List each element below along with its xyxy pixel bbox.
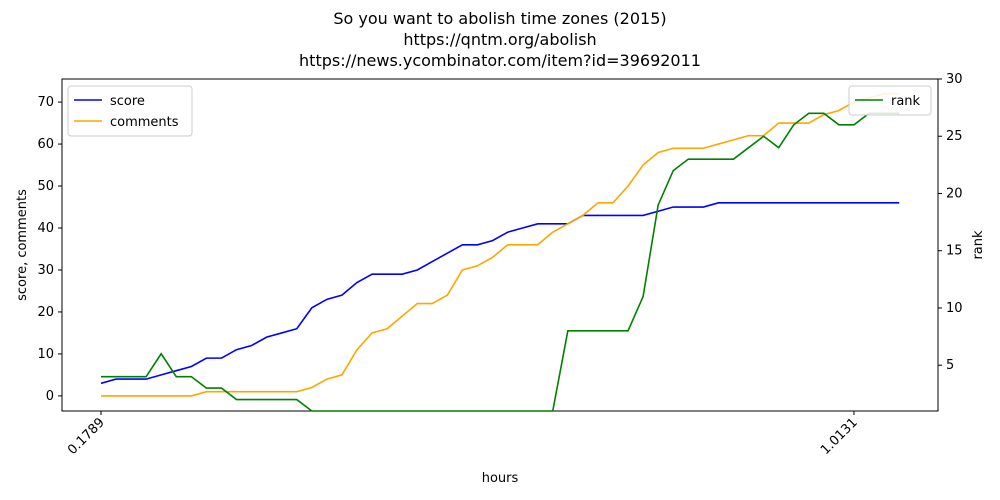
x-tick-label: 0.1789 (65, 415, 108, 458)
chart-subtitle: https://news.ycombinator.com/item?id=396… (299, 51, 701, 70)
y2-tick-label: 10 (946, 301, 963, 316)
y-axis-label: score, comments (15, 189, 30, 301)
y-tick-label: 30 (37, 263, 54, 278)
chart-subtitle: https://qntm.org/abolish (403, 30, 596, 49)
series-line (100, 92, 900, 397)
x-tick-label: 1.0131 (818, 415, 861, 458)
chart-title: So you want to abolish time zones (2015) (333, 9, 666, 28)
plot-frame (61, 78, 939, 412)
y-tick-label: 70 (37, 95, 54, 110)
y-tick-label: 0 (46, 389, 54, 404)
y-tick-label: 20 (37, 305, 54, 320)
legend-label: score (110, 94, 145, 109)
y2-tick-label: 5 (946, 358, 954, 373)
y-tick-label: 60 (37, 137, 54, 152)
y2-tick-label: 30 (946, 72, 963, 87)
y-tick-label: 10 (37, 347, 54, 362)
y2-axis-label: rank (971, 230, 986, 260)
series-line (100, 202, 900, 385)
y2-tick-label: 15 (946, 244, 963, 259)
y2-tick-label: 25 (946, 129, 963, 144)
y2-tick-label: 20 (946, 186, 963, 201)
legend-box (67, 85, 193, 137)
x-axis-label: hours (482, 471, 519, 486)
y-tick-label: 50 (37, 179, 54, 194)
y-tick-label: 40 (37, 221, 54, 236)
legend-label: comments (110, 115, 179, 130)
series-line (100, 112, 900, 412)
legend-label: rank (891, 94, 921, 109)
legend-box (848, 85, 932, 116)
